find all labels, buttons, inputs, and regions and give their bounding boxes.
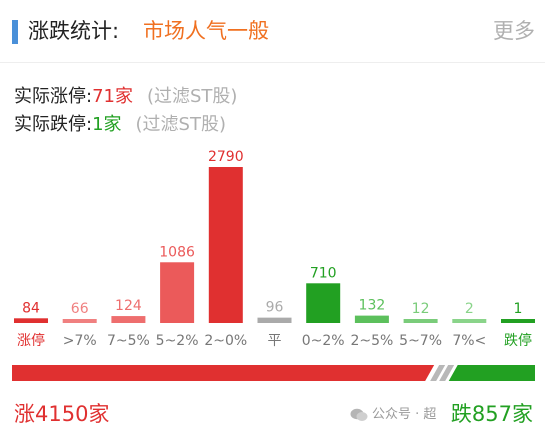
category-label: >7% <box>63 333 97 349</box>
bar-value-label: 2 <box>465 301 474 317</box>
bar-0 <box>14 318 48 323</box>
bar-2 <box>111 316 146 323</box>
title-accent-bar <box>12 20 18 44</box>
down-total: 跌857家 <box>450 402 533 426</box>
category-label: 平 <box>268 333 282 349</box>
category-label: 5~7% <box>399 333 442 349</box>
bar-value-label: 2790 <box>208 149 244 165</box>
category-label: 7~5% <box>107 333 150 349</box>
limit-up-stat: 实际涨停:71家 (过滤ST股) <box>14 82 237 108</box>
distribution-bar-chart: 84 涨停 66 >7% 124 7~5% 1086 5~2% 2790 2~0% 96 平 710 0~… <box>14 149 535 349</box>
category-label: 5~2% <box>156 333 199 349</box>
up-total: 涨4150家 <box>14 402 110 426</box>
header: 涨跌统计: 市场人气一般 更多 <box>0 0 545 62</box>
watermark: 公众号 · 超 <box>350 403 436 422</box>
category-label: 7%< <box>452 333 486 349</box>
up-share-segment <box>12 365 435 381</box>
bar-value-label: 1 <box>514 301 523 317</box>
bar-10 <box>501 319 535 323</box>
bar-value-label: 12 <box>412 301 430 317</box>
category-label: 2~5% <box>350 333 393 349</box>
more-link[interactable]: 更多 <box>493 19 535 43</box>
wechat-icon <box>350 408 368 421</box>
category-label: 涨停 <box>17 332 45 349</box>
category-label: 0~2% <box>302 333 345 349</box>
section-title: 涨跌统计: <box>28 19 120 43</box>
market-mood-label: 市场人气一般 <box>143 19 269 43</box>
down-share-segment <box>448 365 535 381</box>
bar-5 <box>257 317 292 323</box>
limit-up-value: 71家 <box>92 86 133 107</box>
limit-up-note: (过滤ST股) <box>146 86 238 107</box>
up-down-ratio-bar <box>12 365 535 381</box>
limit-up-label: 实际涨停: <box>14 86 93 107</box>
limit-down-note: (过滤ST股) <box>135 114 226 135</box>
neutral-stripe <box>439 365 455 381</box>
bar-value-label: 132 <box>359 298 386 314</box>
header-divider <box>0 62 545 63</box>
watermark-text: 公众号 · 超 <box>372 407 437 422</box>
bar-3 <box>160 262 195 323</box>
bar-8 <box>403 319 438 323</box>
bar-9 <box>452 319 487 323</box>
bar-7 <box>354 315 389 323</box>
bar-value-label: 124 <box>115 298 142 314</box>
limit-down-label: 实际跌停: <box>14 114 93 135</box>
limit-down-value: 1家 <box>92 114 122 135</box>
bar-1 <box>62 319 97 323</box>
bar-value-label: 1086 <box>159 244 195 260</box>
category-label: 跌停 <box>504 332 532 349</box>
bar-4 <box>208 167 243 323</box>
category-label: 2~0% <box>204 333 247 349</box>
bar-6 <box>306 283 341 323</box>
limit-down-stat: 实际跌停:1家 (过滤ST股) <box>14 110 226 136</box>
bar-value-label: 710 <box>310 265 337 281</box>
bar-value-label: 84 <box>22 300 40 316</box>
bar-value-label: 66 <box>71 301 89 317</box>
neutral-stripe <box>430 365 446 381</box>
bar-value-label: 96 <box>266 300 284 316</box>
